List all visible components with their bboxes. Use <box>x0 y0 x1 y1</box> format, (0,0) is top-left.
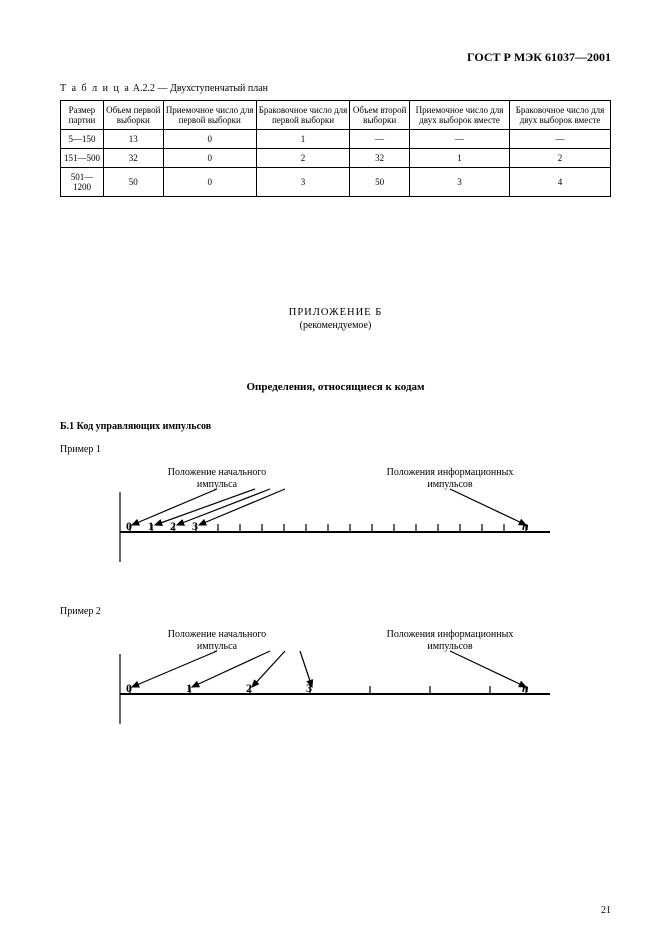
col-header: Размер партии <box>61 101 104 130</box>
cell: — <box>409 130 509 149</box>
col-header: Браковочное число для двух выборок вмест… <box>510 101 611 130</box>
cell: 4 <box>510 168 611 197</box>
svg-text:Положение начального: Положение начального <box>168 629 266 640</box>
svg-text:импульсов: импульсов <box>427 641 473 652</box>
cell: 2 <box>256 149 350 168</box>
svg-text:0: 0 <box>126 519 132 533</box>
cell: 1 <box>409 149 509 168</box>
table-caption-word: Т а б л и ц а <box>60 83 130 94</box>
plan-table: Размер партии Объем первой выборки Прием… <box>60 100 611 197</box>
cell: 3 <box>256 168 350 197</box>
cell: 50 <box>350 168 410 197</box>
svg-text:Положения информационных: Положения информационных <box>387 467 514 478</box>
example2-label: Пример 2 <box>60 606 611 617</box>
table-row: 5—150 13 0 1 — — — <box>61 130 611 149</box>
cell: 0 <box>163 149 256 168</box>
cell: — <box>510 130 611 149</box>
cell: 3 <box>409 168 509 197</box>
example1-label: Пример 1 <box>60 444 611 455</box>
cell: 13 <box>103 130 163 149</box>
table-caption: Т а б л и ц а А.2.2 — Двухступенчатый пл… <box>60 83 611 94</box>
definitions-heading: Определения, относящиеся к кодам <box>60 381 611 393</box>
page-number: 21 <box>601 905 611 916</box>
cell: 501—1200 <box>61 168 104 197</box>
cell: 32 <box>103 149 163 168</box>
svg-text:n: n <box>522 519 529 533</box>
svg-text:Положения информационных: Положения информационных <box>387 629 514 640</box>
svg-text:3: 3 <box>192 519 198 533</box>
appendix-heading: ПРИЛОЖЕНИЕ Б <box>60 307 611 318</box>
col-header: Объем первой выборки <box>103 101 163 130</box>
svg-text:2: 2 <box>170 519 176 533</box>
page: ГОСТ Р МЭК 61037—2001 Т а б л и ц а А.2.… <box>0 0 661 936</box>
cell: — <box>350 130 410 149</box>
svg-text:1: 1 <box>148 519 154 533</box>
cell: 0 <box>163 130 256 149</box>
cell: 50 <box>103 168 163 197</box>
plan-table-body: 5—150 13 0 1 — — — 151—500 32 0 2 32 1 2… <box>61 130 611 197</box>
col-header: Приемочное число для первой выборки <box>163 101 256 130</box>
document-id: ГОСТ Р МЭК 61037—2001 <box>60 50 611 65</box>
svg-text:2: 2 <box>246 681 252 695</box>
svg-text:n: n <box>522 681 529 695</box>
cell: 151—500 <box>61 149 104 168</box>
b1-heading: Б.1 Код управляющих импульсов <box>60 421 611 432</box>
svg-text:Положение начального: Положение начального <box>168 467 266 478</box>
appendix-subheading: (рекомендуемое) <box>60 320 611 331</box>
cell: 0 <box>163 168 256 197</box>
col-header: Браковочное число для первой выборки <box>256 101 350 130</box>
table-caption-rest: А.2.2 — Двухступенчатый план <box>130 83 268 94</box>
svg-text:1: 1 <box>186 681 192 695</box>
diagram-example1: 0 1 2 3 n Положение начальногоимпульса Положен… <box>80 457 570 582</box>
cell: 2 <box>510 149 611 168</box>
table-header-row: Размер партии Объем первой выборки Прием… <box>61 101 611 130</box>
cell: 32 <box>350 149 410 168</box>
svg-text:импульсов: импульсов <box>427 479 473 490</box>
diagram-example2: 0123nПоложение начальногоимпульсаПоложен… <box>80 619 570 744</box>
svg-text:0: 0 <box>126 681 132 695</box>
col-header: Приемочное число для двух выборок вместе <box>409 101 509 130</box>
table-row: 151—500 32 0 2 32 1 2 <box>61 149 611 168</box>
svg-text:импульса: импульса <box>197 479 238 490</box>
plan-table-head: Размер партии Объем первой выборки Прием… <box>61 101 611 130</box>
cell: 1 <box>256 130 350 149</box>
svg-text:импульса: импульса <box>197 641 238 652</box>
col-header: Объем второй выборки <box>350 101 410 130</box>
cell: 5—150 <box>61 130 104 149</box>
table-row: 501—1200 50 0 3 50 3 4 <box>61 168 611 197</box>
